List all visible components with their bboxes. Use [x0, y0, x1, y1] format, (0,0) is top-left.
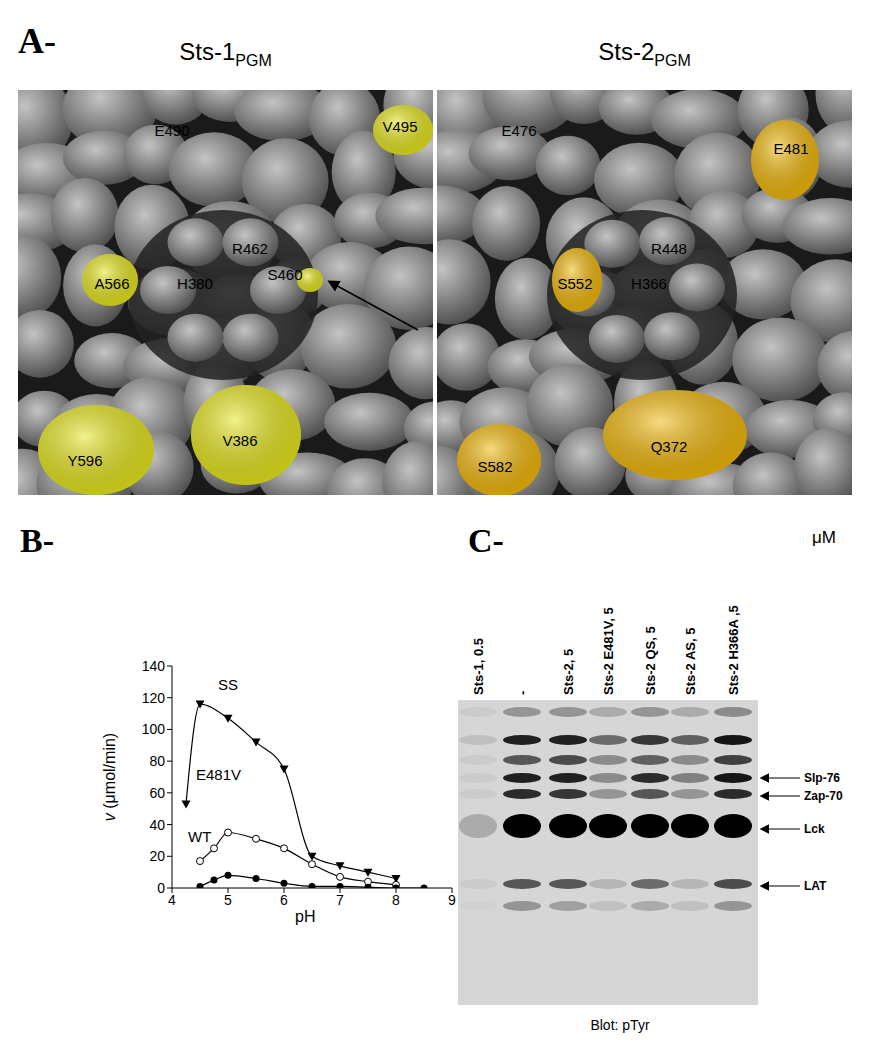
html-text:(μmol/min): (μmol/min)	[101, 732, 118, 809]
svg-text:Lck: Lck	[804, 822, 825, 836]
svg-text:Q372: Q372	[651, 438, 688, 455]
html-text:SS: SS	[218, 676, 238, 693]
svg-text:9: 9	[448, 892, 456, 908]
svg-text:H366: H366	[631, 275, 667, 292]
html-text:Sts-2PGM: Sts-2PGM	[598, 38, 691, 69]
svg-text:Sts-2, 5: Sts-2, 5	[561, 649, 576, 695]
svg-text:Zap-70: Zap-70	[804, 789, 843, 803]
svg-text:Y596: Y596	[67, 452, 102, 469]
svg-text:40: 40	[149, 817, 165, 833]
svg-text:LAT: LAT	[804, 879, 827, 893]
svg-text:7: 7	[336, 892, 344, 908]
svg-text:140: 140	[142, 658, 166, 674]
svg-text:R462: R462	[232, 240, 268, 257]
svg-text:Blot: pTyr: Blot: pTyr	[590, 1017, 649, 1033]
svg-text:Sts-2 E481V, 5: Sts-2 E481V, 5	[601, 607, 616, 695]
svg-text:0: 0	[157, 880, 165, 896]
svg-text:20: 20	[149, 848, 165, 864]
svg-text:S460: S460	[267, 266, 302, 283]
svg-text:-: -	[515, 691, 530, 695]
html-text:E481V: E481V	[196, 766, 241, 783]
svg-text:Slp-76: Slp-76	[804, 771, 840, 785]
svg-text:S552: S552	[557, 275, 592, 292]
html-text:A-: A-	[18, 21, 56, 61]
svg-text:A566: A566	[94, 275, 129, 292]
svg-text:80: 80	[149, 753, 165, 769]
svg-text:Sts-2 AS, 5: Sts-2 AS, 5	[683, 628, 698, 695]
svg-text:4: 4	[168, 892, 176, 908]
svg-text:H380: H380	[177, 275, 213, 292]
html-text:μM: μM	[812, 528, 836, 547]
svg-text:V386: V386	[222, 432, 257, 449]
svg-text:E481: E481	[773, 140, 808, 157]
html-text:WT: WT	[188, 828, 212, 845]
svg-text:S582: S582	[477, 458, 512, 475]
svg-text:8: 8	[392, 892, 400, 908]
svg-text:Sts-2 H366A ,5: Sts-2 H366A ,5	[726, 605, 741, 695]
svg-text:5: 5	[224, 892, 232, 908]
svg-text:Sts-2 QS, 5: Sts-2 QS, 5	[643, 626, 658, 695]
svg-text:E490: E490	[154, 122, 189, 139]
svg-text:120: 120	[142, 690, 166, 706]
svg-text:E476: E476	[501, 122, 536, 139]
svg-text:60: 60	[149, 785, 165, 801]
html-text:B-: B-	[20, 522, 54, 559]
svg-text:Sts-1, 0.5: Sts-1, 0.5	[471, 638, 486, 695]
svg-text:V495: V495	[382, 118, 417, 135]
svg-text:6: 6	[280, 892, 288, 908]
html-text:v: v	[101, 813, 118, 822]
svg-text:100: 100	[142, 721, 166, 737]
svg-text:R448: R448	[651, 240, 687, 257]
html-text:Sts-1PGM: Sts-1PGM	[179, 38, 272, 69]
html-text:pH: pH	[295, 908, 316, 925]
html-text:C-: C-	[468, 522, 504, 559]
